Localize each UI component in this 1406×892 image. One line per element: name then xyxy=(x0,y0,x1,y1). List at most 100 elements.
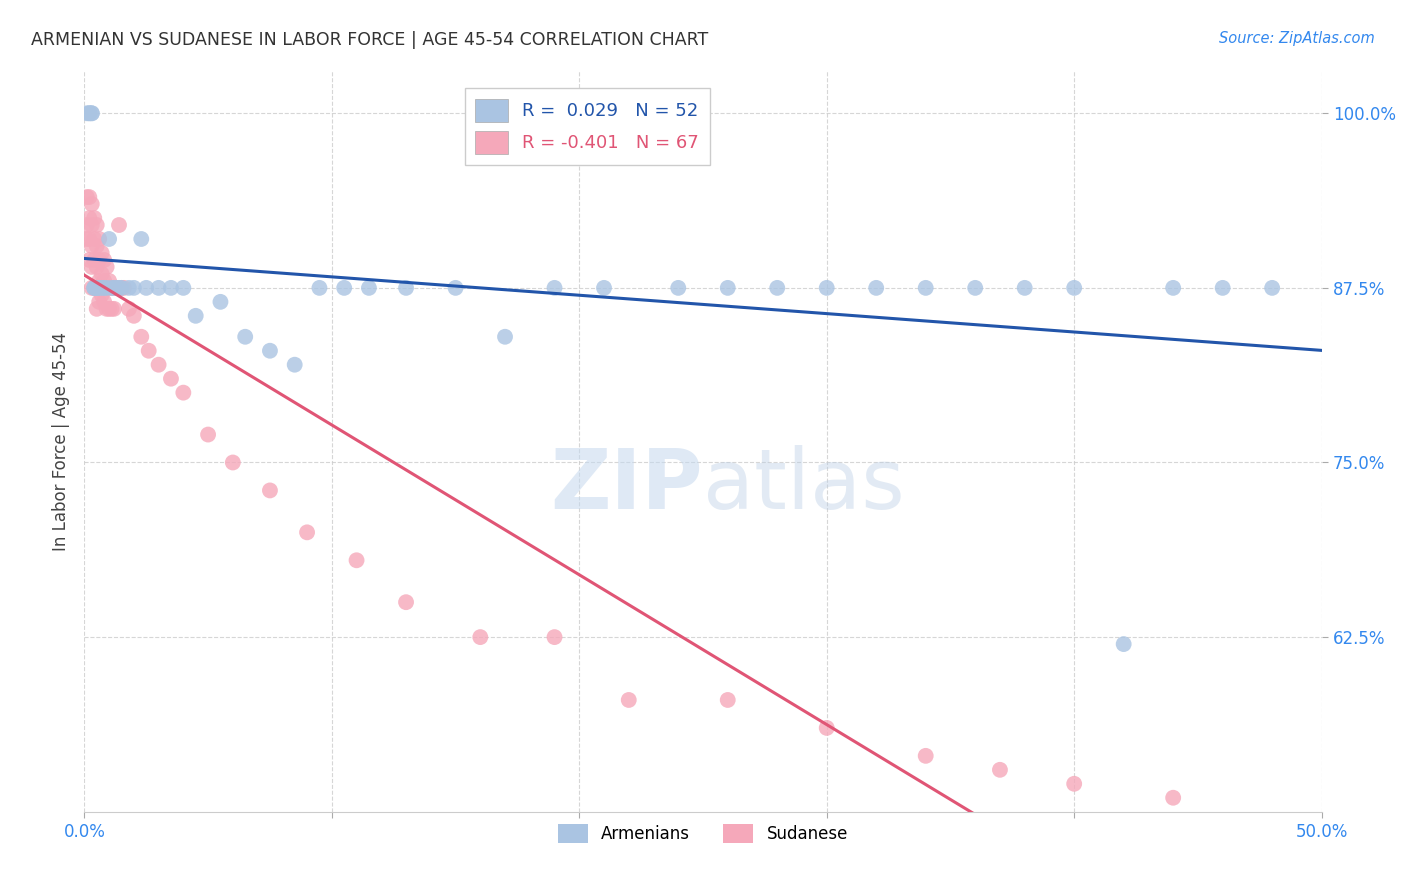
Point xyxy=(89,232,111,246)
Point xyxy=(717,281,740,295)
Point xyxy=(89,252,111,267)
Point xyxy=(914,748,936,763)
Point xyxy=(543,281,565,295)
Point xyxy=(89,294,111,309)
Point xyxy=(80,239,103,253)
Point xyxy=(86,281,108,295)
Point xyxy=(98,274,121,288)
Point xyxy=(80,106,103,120)
Point xyxy=(1261,281,1284,295)
Point xyxy=(79,232,101,246)
Point xyxy=(617,693,640,707)
Point xyxy=(1161,281,1184,295)
Point xyxy=(470,630,492,644)
Point xyxy=(494,330,516,344)
Point xyxy=(184,309,207,323)
Text: ZIP: ZIP xyxy=(551,445,703,526)
Point xyxy=(118,281,141,295)
Point xyxy=(80,281,103,295)
Point xyxy=(333,281,356,295)
Text: atlas: atlas xyxy=(703,445,904,526)
Point xyxy=(444,281,467,295)
Point xyxy=(96,260,118,274)
Point xyxy=(135,281,157,295)
Point xyxy=(110,281,132,295)
Point xyxy=(110,281,132,295)
Point xyxy=(108,218,131,232)
Point xyxy=(83,232,105,246)
Text: ARMENIAN VS SUDANESE IN LABOR FORCE | AGE 45-54 CORRELATION CHART: ARMENIAN VS SUDANESE IN LABOR FORCE | AG… xyxy=(31,31,709,49)
Point xyxy=(79,106,101,120)
Point xyxy=(86,239,108,253)
Point xyxy=(988,763,1011,777)
Point xyxy=(86,218,108,232)
Point xyxy=(222,455,245,469)
Point xyxy=(83,281,105,295)
Point xyxy=(112,281,135,295)
Point xyxy=(98,281,121,295)
Point xyxy=(90,246,112,260)
Point xyxy=(103,281,125,295)
Point xyxy=(1063,777,1085,791)
Point xyxy=(93,294,115,309)
Point xyxy=(83,211,105,225)
Point xyxy=(284,358,307,372)
Point xyxy=(129,232,152,246)
Point xyxy=(98,301,121,316)
Point xyxy=(86,301,108,316)
Point xyxy=(233,330,256,344)
Point xyxy=(80,106,103,120)
Point xyxy=(79,252,101,267)
Point xyxy=(83,281,105,295)
Point xyxy=(209,294,232,309)
Point xyxy=(80,260,103,274)
Point xyxy=(308,281,330,295)
Point xyxy=(105,281,128,295)
Point xyxy=(83,252,105,267)
Point xyxy=(815,281,838,295)
Point xyxy=(172,385,194,400)
Point xyxy=(100,281,122,295)
Point xyxy=(100,281,122,295)
Point xyxy=(395,281,418,295)
Point xyxy=(395,595,418,609)
Point xyxy=(593,281,616,295)
Point xyxy=(148,281,170,295)
Point xyxy=(965,281,987,295)
Legend: Armenians, Sudanese: Armenians, Sudanese xyxy=(550,815,856,852)
Point xyxy=(357,281,380,295)
Point xyxy=(865,281,887,295)
Point xyxy=(1161,790,1184,805)
Point xyxy=(295,525,318,540)
Point xyxy=(90,267,112,281)
Point xyxy=(1212,281,1234,295)
Point xyxy=(93,281,115,295)
Point xyxy=(76,232,98,246)
Point xyxy=(1063,281,1085,295)
Y-axis label: In Labor Force | Age 45-54: In Labor Force | Age 45-54 xyxy=(52,332,70,551)
Point xyxy=(86,260,108,274)
Point xyxy=(118,301,141,316)
Point xyxy=(259,483,281,498)
Point xyxy=(717,693,740,707)
Point xyxy=(89,281,111,295)
Point xyxy=(259,343,281,358)
Point xyxy=(90,288,112,302)
Point xyxy=(160,281,183,295)
Point xyxy=(914,281,936,295)
Point xyxy=(172,281,194,295)
Point xyxy=(148,358,170,372)
Point xyxy=(76,218,98,232)
Point xyxy=(86,281,108,295)
Point xyxy=(76,190,98,204)
Point xyxy=(79,106,101,120)
Point xyxy=(80,218,103,232)
Point xyxy=(1112,637,1135,651)
Point xyxy=(766,281,789,295)
Point xyxy=(122,281,145,295)
Point xyxy=(96,301,118,316)
Point xyxy=(197,427,219,442)
Point xyxy=(98,232,121,246)
Point xyxy=(346,553,368,567)
Point xyxy=(666,281,689,295)
